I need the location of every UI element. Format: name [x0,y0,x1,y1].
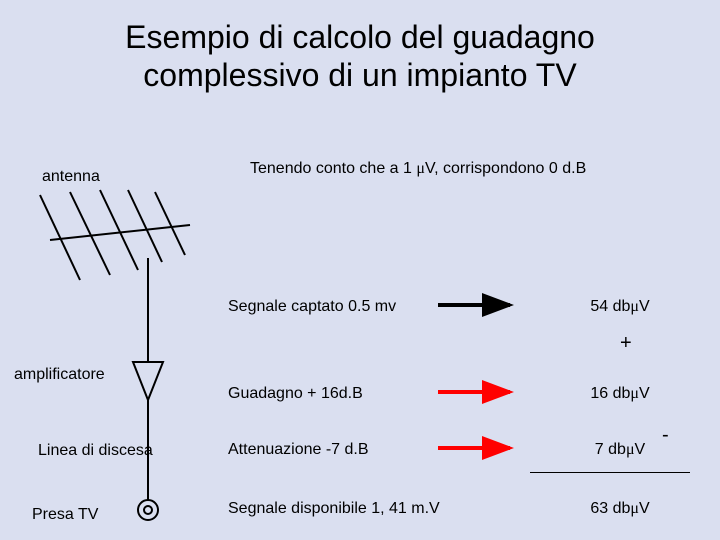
row4-text: Segnale disponibile 1, 41 m.V [228,500,440,518]
feedline-label: Linea di discesa [38,442,153,460]
row2-text: Guadagno + 16d.B [228,385,363,403]
plus-op: + [620,332,632,355]
row1-value-num: 54 db [590,298,630,315]
mu-glyph: μ [416,160,425,177]
title-line-2: complessivo di un impianto TV [143,57,576,93]
row1-text: Segnale captato 0.5 mv [228,298,396,316]
mu-glyph: μ [626,441,635,458]
arrows-group [438,305,510,448]
slide: Esempio di calcolo del guadagno compless… [0,0,720,540]
mu-glyph: μ [630,298,639,315]
antenna-icon [40,190,190,362]
row3-value: 7 dbμV [560,441,680,459]
divider-line [530,472,690,473]
slide-title: Esempio di calcolo del guadagno compless… [0,18,720,95]
row3-text: Attenuazione -7 d.B [228,441,369,459]
title-line-1: Esempio di calcolo del guadagno [125,19,595,55]
socket-label: Presa TV [32,506,98,524]
socket-icon [138,500,158,520]
amplifier-icon [133,362,163,400]
note-prefix: Tenendo conto che a 1 [250,160,416,177]
row2-value-num: 16 db [590,385,630,402]
row2-value-suffix: V [639,385,650,402]
row3-value-suffix: V [635,441,646,458]
note-text: Tenendo conto che a 1 μV, corrispondono … [250,160,586,178]
row4-value-suffix: V [639,500,650,517]
row1-value: 54 dbμV [560,298,680,316]
row1-value-suffix: V [639,298,650,315]
row2-value: 16 dbμV [560,385,680,403]
amplifier-label: amplificatore [14,366,105,384]
antenna-label: antenna [42,168,100,186]
row3-value-num: 7 db [595,441,626,458]
row4-value: 63 dbμV [560,500,680,518]
mu-glyph: μ [630,500,639,517]
mu-glyph: μ [630,385,639,402]
row4-value-num: 63 db [590,500,630,517]
note-suffix: V, corrispondono 0 d.B [425,160,586,177]
